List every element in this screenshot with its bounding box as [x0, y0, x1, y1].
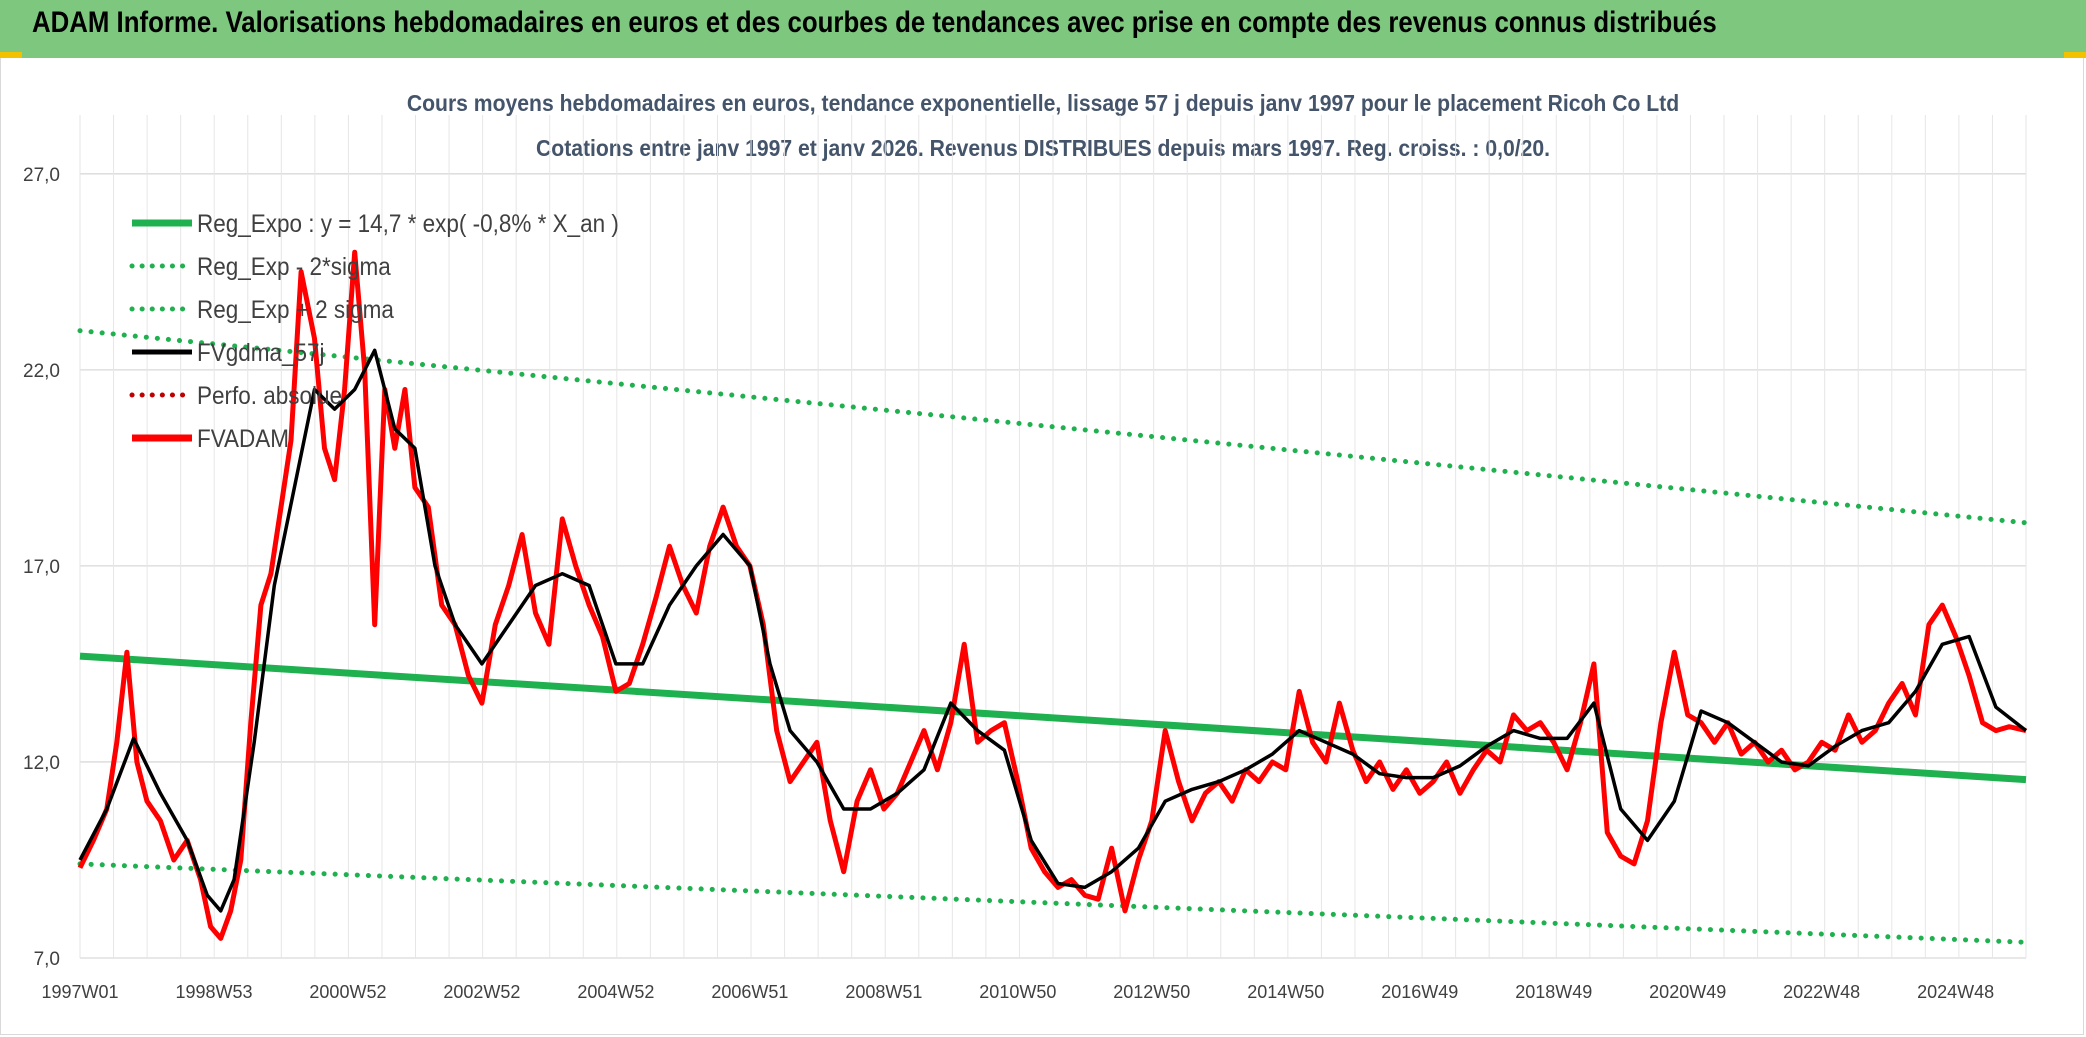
- x-tick-label: 1998W53: [175, 982, 252, 1002]
- x-tick-label: 2022W48: [1783, 982, 1860, 1002]
- y-tick-label: 17,0: [23, 557, 60, 578]
- banner-corner-right: [2064, 52, 2086, 58]
- legend: Reg_Expo : y = 14,7 * exp( -0,8% * X_an …: [129, 210, 619, 453]
- series-reg-expo: [79, 652, 2027, 784]
- x-tick-label: 2024W48: [1917, 982, 1994, 1002]
- title-banner: ADAM Informe. Valorisations hebdomadaire…: [0, 0, 2086, 58]
- x-tick-label: 2012W50: [1113, 982, 1190, 1002]
- legend-label: Perfo. absolue: [197, 382, 342, 410]
- x-tick-label: 2002W52: [443, 982, 520, 1002]
- x-tick-label: 1997W01: [41, 982, 118, 1002]
- series-fvadam: [77, 249, 2027, 941]
- x-tick-label: 2020W49: [1649, 982, 1726, 1002]
- legend-label: Reg_Expo : y = 14,7 * exp( -0,8% * X_an …: [197, 210, 619, 238]
- x-tick-label: 2016W49: [1381, 982, 1458, 1002]
- chart-title: Cours moyens hebdomadaires en euros, ten…: [407, 90, 1679, 116]
- legend-item: Reg_Expo : y = 14,7 * exp( -0,8% * X_an …: [132, 210, 619, 238]
- legend-label: FVADAM: [197, 425, 289, 453]
- report-title: ADAM Informe. Valorisations hebdomadaire…: [32, 6, 1717, 39]
- legend-item: Reg_Exp + 2 sigma: [129, 296, 395, 324]
- legend-label: Reg_Exp + 2 sigma: [197, 296, 395, 324]
- chart-subtitle: Cotations entre janv 1997 et janv 2026. …: [536, 135, 1550, 161]
- banner-corner-left: [0, 52, 22, 58]
- y-tick-label: 27,0: [23, 165, 60, 186]
- x-axis-ticks: 1997W01 1998W53 2000W52 2002W52 2004W52 2006W…: [41, 982, 1994, 1002]
- legend-item: FVgdma_57j: [132, 339, 324, 367]
- grid: [79, 115, 2027, 959]
- legend-item: Reg_Exp - 2*sigma: [129, 253, 391, 281]
- series-reg-exp-plus-2sigma: [77, 328, 2029, 526]
- legend-label: FVgdma_57j: [197, 339, 324, 367]
- legend-item: Perfo. absolue: [129, 382, 342, 410]
- legend-label: Reg_Exp - 2*sigma: [197, 253, 391, 281]
- y-tick-label: 7,0: [34, 949, 60, 970]
- x-tick-label: 2004W52: [577, 982, 654, 1002]
- x-tick-label: 2010W50: [979, 982, 1056, 1002]
- chart-frame: [0, 58, 2084, 1035]
- y-tick-label: 22,0: [23, 361, 60, 382]
- y-axis-ticks: 7,0 12,0 17,0 22,0 27,0: [23, 165, 60, 970]
- series-layer: [77, 249, 2029, 945]
- x-tick-label: 2008W51: [845, 982, 922, 1002]
- y-tick-label: 12,0: [23, 753, 60, 774]
- legend-item: FVADAM: [132, 425, 289, 453]
- x-tick-label: 2000W52: [309, 982, 386, 1002]
- x-tick-label: 2006W51: [711, 982, 788, 1002]
- x-tick-label: 2014W50: [1247, 982, 1324, 1002]
- x-tick-label: 2018W49: [1515, 982, 1592, 1002]
- series-reg-exp-minus-2sigma: [77, 861, 2029, 945]
- series-fvgdma-57j: [78, 348, 2028, 913]
